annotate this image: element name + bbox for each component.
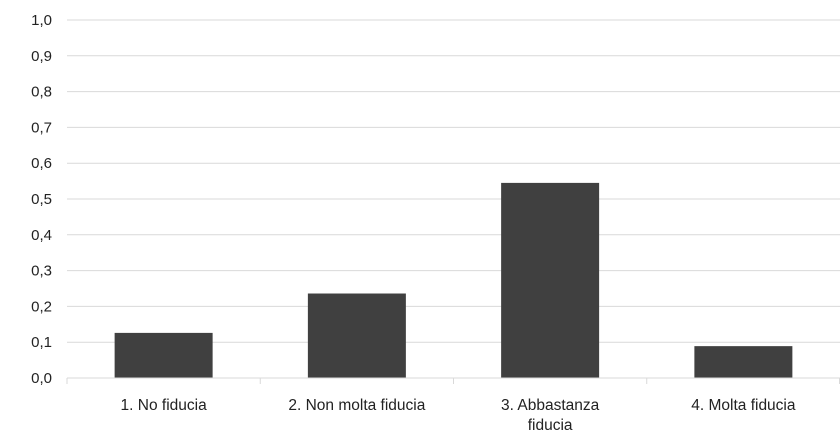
x-axis-category-labels: 1. No fiducia 2. Non molta fiducia 3. Abba…	[121, 397, 796, 434]
y-tick-label: 0,8	[31, 84, 52, 101]
bar	[307, 293, 406, 378]
x-axis	[66, 377, 840, 384]
y-tick-label: 0,9	[31, 48, 52, 65]
y-axis-tick-labels: 0,0 0,1 0,2 0,3 0,4 0,5 0,6 0,7 0,8 0,9 1,0	[31, 12, 52, 387]
y-tick-label: 0,0	[31, 370, 52, 387]
x-category-label: 4. Molta fiducia	[691, 397, 796, 414]
bars	[114, 182, 793, 378]
y-tick-label: 0,2	[31, 298, 52, 315]
bar	[694, 346, 793, 378]
x-category-label: 1. No fiducia	[121, 397, 208, 414]
y-tick-label: 0,1	[31, 334, 52, 351]
y-tick-label: 0,4	[31, 227, 52, 244]
gridlines	[67, 19, 840, 343]
bar	[501, 182, 600, 378]
x-category-label: 3. Abbastanza fiducia	[501, 397, 600, 434]
y-tick-label: 0,7	[31, 119, 52, 136]
x-category-label: 2. Non molta fiducia	[288, 397, 425, 414]
bar	[114, 332, 213, 378]
y-tick-label: 0,5	[31, 191, 52, 208]
y-tick-label: 1,0	[31, 12, 52, 29]
y-tick-label: 0,3	[31, 263, 52, 280]
y-tick-label: 0,6	[31, 155, 52, 172]
